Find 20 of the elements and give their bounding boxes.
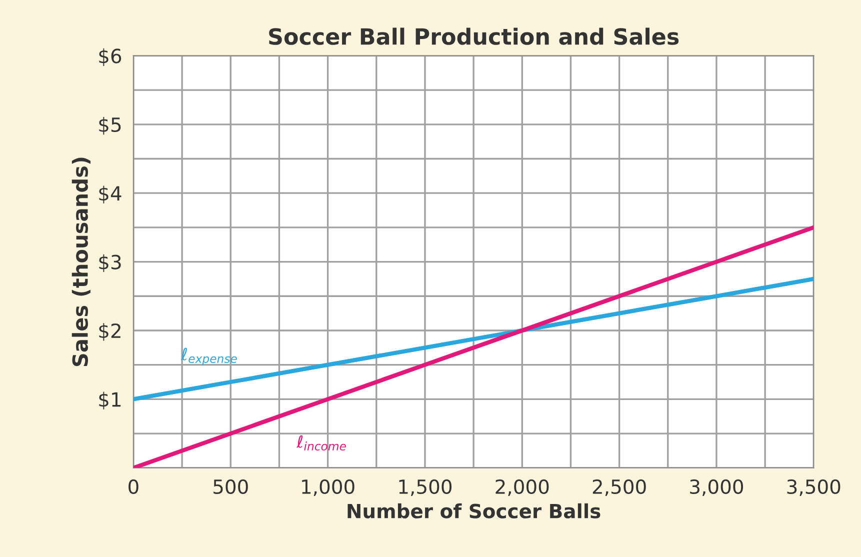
x-tick-label: 2,500 — [592, 479, 646, 496]
chart-title: Soccer Ball Production and Sales — [269, 28, 679, 45]
line-series — [133, 276, 814, 402]
y-tick-label: $3 — [99, 254, 121, 272]
y-tick-label: $4 — [99, 186, 122, 204]
x-tick-label: 2,000 — [496, 479, 549, 496]
y-tick-label: $2 — [99, 323, 120, 341]
x-tick-label: 3,000 — [690, 479, 744, 496]
y-axis-title: Sales (thousands) — [72, 158, 90, 366]
x-tick-label: 1,000 — [302, 479, 354, 496]
x-tick-label: 0 — [128, 479, 138, 494]
x-tick-label: 500 — [214, 479, 248, 494]
x-tick-label: 3,500 — [787, 479, 840, 496]
y-tick-label: $1 — [99, 392, 121, 410]
y-tick-label: $6 — [99, 48, 122, 66]
annotation: ℓ$_{income}$ — [296, 435, 346, 451]
annotation: ℓ$_{expense}$ — [180, 348, 237, 366]
y-tick-label: $5 — [99, 117, 121, 135]
x-axis-title: Number of Soccer Balls — [348, 503, 600, 518]
x-tick-label: 1,500 — [399, 479, 452, 496]
